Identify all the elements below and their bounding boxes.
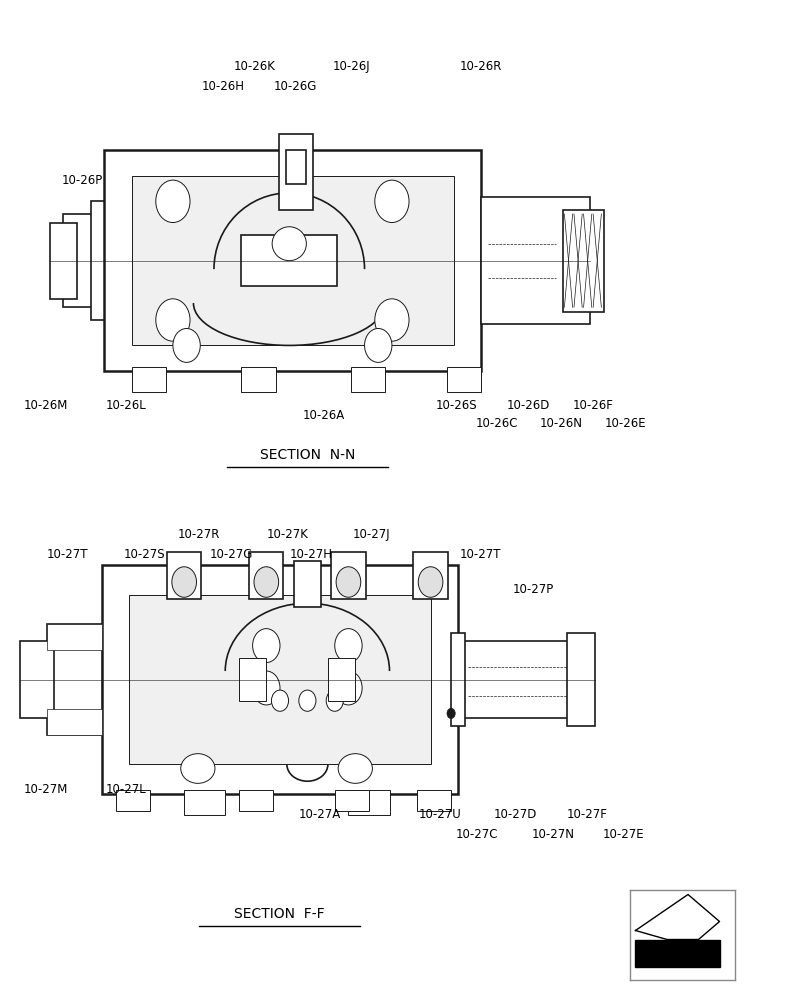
FancyBboxPatch shape [129,595,431,764]
Text: 10-27N: 10-27N [532,828,574,841]
Circle shape [173,328,200,362]
Text: 10-26S: 10-26S [436,399,478,412]
FancyBboxPatch shape [104,150,481,371]
FancyBboxPatch shape [167,552,201,599]
FancyBboxPatch shape [293,561,321,607]
FancyBboxPatch shape [447,367,481,392]
Text: 10-27J: 10-27J [353,528,390,541]
Text: 10-27R: 10-27R [178,528,220,541]
FancyBboxPatch shape [239,790,273,811]
FancyBboxPatch shape [132,176,453,345]
Text: 10-26L: 10-26L [106,399,146,412]
Text: 10-27F: 10-27F [567,808,608,821]
FancyBboxPatch shape [242,235,337,286]
Ellipse shape [272,227,306,261]
Circle shape [172,567,196,597]
Text: 10-26C: 10-26C [475,417,518,430]
Text: 10-26P: 10-26P [61,174,103,187]
FancyBboxPatch shape [48,624,102,735]
Circle shape [336,567,360,597]
Text: 10-27K: 10-27K [267,528,308,541]
FancyBboxPatch shape [50,223,77,299]
Ellipse shape [335,671,362,705]
FancyBboxPatch shape [451,633,465,726]
Ellipse shape [326,690,343,711]
Text: 10-27M: 10-27M [23,783,68,796]
FancyBboxPatch shape [90,201,125,320]
FancyBboxPatch shape [102,565,458,794]
FancyBboxPatch shape [242,367,276,392]
Circle shape [156,299,190,341]
FancyBboxPatch shape [48,624,102,650]
Text: 10-26G: 10-26G [274,80,317,93]
Text: 10-26K: 10-26K [234,60,276,73]
FancyBboxPatch shape [184,790,225,815]
FancyBboxPatch shape [48,709,102,735]
Text: 10-27U: 10-27U [419,808,461,821]
Text: 10-27A: 10-27A [298,808,341,821]
FancyBboxPatch shape [328,658,356,701]
Ellipse shape [299,690,316,711]
Text: 10-26M: 10-26M [23,399,68,412]
FancyBboxPatch shape [279,134,314,210]
Text: SECTION  N-N: SECTION N-N [259,448,355,462]
FancyBboxPatch shape [335,790,369,811]
Text: 10-26E: 10-26E [604,417,646,430]
Text: 10-27E: 10-27E [602,828,644,841]
Circle shape [375,180,409,223]
FancyBboxPatch shape [417,790,451,811]
FancyBboxPatch shape [331,552,365,599]
Text: 10-26D: 10-26D [507,399,550,412]
FancyBboxPatch shape [458,641,581,718]
Text: 10-27T: 10-27T [460,548,501,561]
Circle shape [419,567,443,597]
FancyBboxPatch shape [286,150,306,184]
Polygon shape [635,894,719,940]
Circle shape [375,299,409,341]
Text: 10-26J: 10-26J [333,60,371,73]
FancyBboxPatch shape [20,641,54,718]
FancyBboxPatch shape [63,214,104,307]
FancyBboxPatch shape [567,633,595,726]
Text: 10-27T: 10-27T [47,548,88,561]
Text: SECTION  F-F: SECTION F-F [234,907,325,921]
Text: 10-26N: 10-26N [540,417,583,430]
FancyBboxPatch shape [414,552,448,599]
FancyBboxPatch shape [132,367,166,392]
Circle shape [447,708,455,718]
Ellipse shape [271,690,288,711]
FancyBboxPatch shape [351,367,385,392]
FancyBboxPatch shape [348,790,389,815]
Text: 10-27H: 10-27H [290,548,333,561]
Circle shape [364,328,392,362]
FancyBboxPatch shape [116,790,150,811]
Ellipse shape [253,629,280,663]
Ellipse shape [253,671,280,705]
Text: 10-27D: 10-27D [494,808,537,821]
FancyBboxPatch shape [481,197,591,324]
FancyBboxPatch shape [239,658,267,701]
Circle shape [156,180,190,223]
Text: 10-26R: 10-26R [459,60,502,73]
Text: 10-27P: 10-27P [512,583,553,596]
Polygon shape [635,940,719,966]
FancyBboxPatch shape [249,552,284,599]
Text: 10-27C: 10-27C [455,828,498,841]
Text: 10-26A: 10-26A [302,409,344,422]
FancyBboxPatch shape [563,210,604,312]
Text: 10-27S: 10-27S [124,548,166,561]
Text: 10-27L: 10-27L [106,783,146,796]
Circle shape [254,567,279,597]
Text: 10-26F: 10-26F [573,399,613,412]
Text: 10-27G: 10-27G [209,548,253,561]
Ellipse shape [339,754,372,783]
Text: 10-26H: 10-26H [201,80,244,93]
Ellipse shape [335,629,362,663]
Ellipse shape [181,754,215,783]
